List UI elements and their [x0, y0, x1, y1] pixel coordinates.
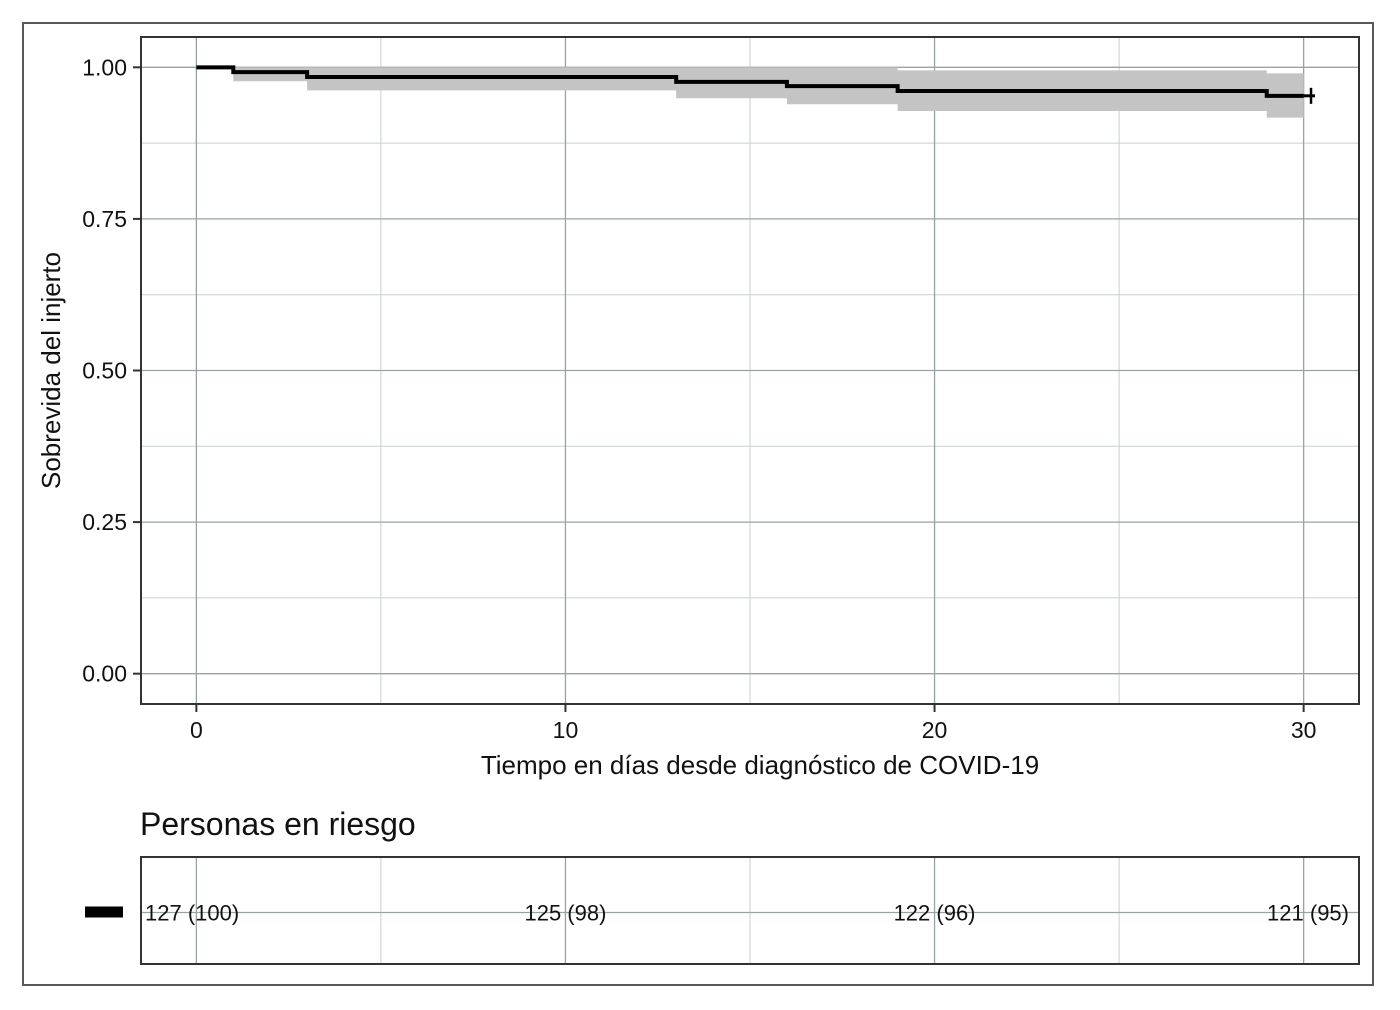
risk-table-gridlines — [141, 857, 1359, 964]
risk-count-label: 125 (98) — [524, 901, 606, 926]
risk-strata-key — [85, 906, 123, 918]
y-tick-label: 0.75 — [82, 206, 127, 232]
y-tick-label: 0.00 — [82, 661, 127, 687]
risk-table-labels: 127 (100) 125 (98) 122 (96) 121 (95) — [145, 901, 1349, 926]
figure-frame — [22, 22, 1374, 986]
y-tick-label: 0.50 — [82, 358, 127, 384]
main-gridlines — [141, 37, 1359, 704]
risk-count-label: 121 (95) — [1267, 901, 1349, 926]
risk-count-label: 122 (96) — [894, 901, 976, 926]
x-tick-label: 10 — [553, 717, 579, 743]
x-tick-label: 0 — [190, 717, 203, 743]
risk-table-title: Personas en riesgo — [140, 806, 416, 842]
y-axis-title: Sobrevida del injerto — [36, 252, 66, 489]
x-axis-title: Tiempo en días desde diagnóstico de COVI… — [481, 750, 1039, 780]
x-tick-label: 30 — [1291, 717, 1317, 743]
risk-table-border — [140, 856, 1360, 965]
survival-curve — [196, 65, 1304, 98]
risk-count-label: 127 (100) — [145, 901, 239, 926]
y-tick-label: 1.00 — [82, 54, 127, 80]
confidence-band — [196, 67, 1304, 118]
risk-table: Personas en riesgo 127 (100) 125 (98) 122 … — [85, 806, 1360, 965]
survival-plot-panel: 0.00 0.25 0.50 0.75 1.00 0 10 20 30 Sobrevida d… — [36, 36, 1360, 780]
censor-marks — [1303, 87, 1316, 104]
y-axis-ticks: 0.00 0.25 0.50 0.75 1.00 — [82, 54, 141, 687]
x-axis-ticks: 0 10 20 30 — [190, 704, 1316, 743]
y-tick-label: 0.25 — [82, 509, 127, 535]
x-tick-label: 20 — [922, 717, 948, 743]
